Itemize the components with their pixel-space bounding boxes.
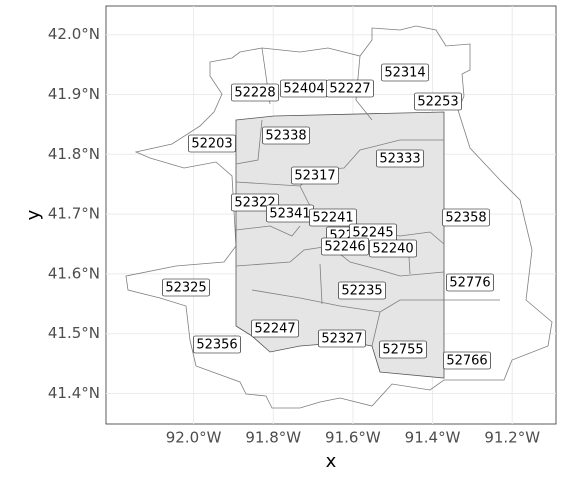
label-box — [443, 351, 491, 370]
x-tick-label: 91.4°W — [405, 429, 461, 447]
zip-label: 52227 — [326, 79, 374, 98]
zip-label: 52341 — [266, 204, 314, 223]
label-box — [251, 319, 299, 338]
zip-label: 52203 — [188, 134, 236, 153]
zip-code: 52241 — [312, 211, 353, 226]
label-box — [231, 83, 279, 102]
zip-label: 52235 — [338, 281, 386, 300]
x-axis-title: x — [326, 451, 337, 472]
label-box — [414, 92, 462, 111]
label-box — [369, 239, 417, 258]
zip-label: 52333 — [376, 149, 424, 168]
x-tick-label: 92.0°W — [166, 429, 222, 447]
label-box — [338, 281, 386, 300]
label-box — [442, 208, 490, 227]
zip-label: 52356 — [193, 335, 241, 354]
label-box — [321, 237, 369, 256]
zip-label: 52241 — [309, 208, 357, 227]
zip-code: 52253 — [417, 95, 458, 110]
zip-code: 52404 — [283, 82, 324, 97]
label-box — [188, 134, 236, 153]
label-box — [446, 273, 494, 292]
label-box — [318, 329, 366, 348]
y-tick-label: 41.7°N — [48, 205, 100, 223]
zip-label: 52776 — [446, 273, 494, 292]
y-tick-label: 41.5°N — [48, 324, 100, 342]
zip-code: 52341 — [269, 207, 310, 222]
x-tick-label: 91.2°W — [484, 429, 540, 447]
zip-code: 52327 — [321, 332, 362, 347]
zip-label: 52327 — [318, 329, 366, 348]
zip-label: 52247 — [251, 319, 299, 338]
zip-label: 52358 — [442, 208, 490, 227]
y-axis-title: y — [23, 209, 44, 220]
zip-label: 52228 — [231, 83, 279, 102]
zip-label: 52766 — [443, 351, 491, 370]
zip-code: 52314 — [384, 66, 425, 81]
y-tick-label: 41.8°N — [48, 145, 100, 163]
y-tick-label: 42.0°N — [48, 25, 100, 43]
zip-label: 52246 — [321, 237, 369, 256]
zip-code: 52317 — [294, 169, 335, 184]
label-box — [326, 79, 374, 98]
y-tick-label: 41.9°N — [48, 85, 100, 103]
zip-code: 52325 — [165, 281, 206, 296]
zip-code: 52247 — [254, 322, 295, 337]
zip-label: 52240 — [369, 239, 417, 258]
zip-label: 52253 — [414, 92, 462, 111]
zip-label: 52317 — [291, 166, 339, 185]
label-box — [262, 126, 310, 145]
zip-label: 52245 — [349, 223, 397, 242]
zip-labels: 52314 52228 52404 52227 52253 52338 52203 52333… — [162, 63, 494, 370]
zip-label: 52755 — [379, 340, 427, 359]
label-box — [162, 278, 210, 297]
zip-code: 52203 — [191, 137, 232, 152]
zip-label: 52338 — [262, 126, 310, 145]
x-tick-label: 91.6°W — [325, 429, 381, 447]
axes: 92.0°W 91.8°W 91.6°W 91.4°W 91.2°W 41.4°N 41.5… — [48, 25, 540, 446]
y-tick-label: 41.6°N — [48, 264, 100, 282]
zip-code: 52338 — [265, 129, 306, 144]
label-box — [379, 340, 427, 359]
zip-label: 52325 — [162, 278, 210, 297]
label-box — [381, 63, 429, 82]
label-box — [193, 335, 241, 354]
zip-code: 52227 — [329, 82, 370, 97]
label-box — [376, 149, 424, 168]
zip-code: 52322 — [234, 196, 275, 211]
zip-code: 52333 — [379, 152, 420, 167]
zip-code: 52240 — [372, 242, 413, 257]
zip-label: 52314 — [381, 63, 429, 82]
label-box — [309, 208, 357, 227]
zip-code: 52755 — [382, 343, 423, 358]
zip-code: 52356 — [196, 338, 237, 353]
zip-code: 52776 — [449, 276, 490, 291]
zip-code: 52358 — [445, 211, 486, 226]
zip-label: 52404 — [280, 79, 328, 98]
zip-code: 52228 — [234, 86, 275, 101]
zip-code: 52766 — [446, 354, 487, 369]
zip-code: 52235 — [341, 284, 382, 299]
y-tick-label: 41.4°N — [48, 384, 100, 402]
zip-code: 52245 — [352, 226, 393, 241]
label-box — [291, 166, 339, 185]
zip-boundary — [125, 25, 553, 409]
x-tick-label: 91.8°W — [245, 429, 301, 447]
zip-code: 52246 — [324, 240, 365, 255]
